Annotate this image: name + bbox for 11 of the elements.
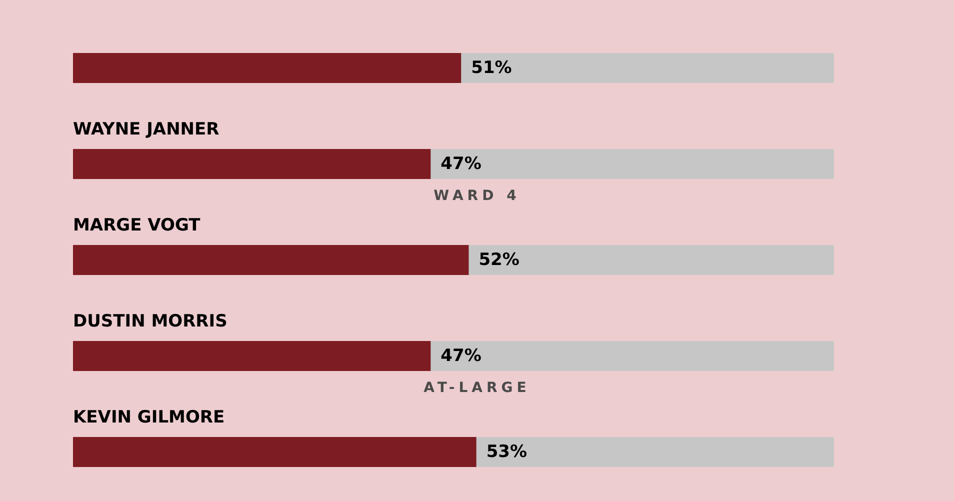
y-tick-label: DUSTIN MORRIS <box>73 312 228 332</box>
y-tick-label: WAYNE JANNER <box>73 120 220 140</box>
annotation: WARD 4 <box>432 188 522 204</box>
y-tick-label: MARGE VOGT <box>73 216 201 236</box>
data-label: 51% <box>471 58 512 78</box>
data-label: 53% <box>486 442 528 462</box>
y-tick-label: KEVIN GILMORE <box>73 408 225 428</box>
data-label: 47% <box>440 346 482 366</box>
data-label: 47% <box>440 154 482 174</box>
annotation: AT-LARGE <box>422 380 532 396</box>
data-label: 52% <box>478 250 520 270</box>
